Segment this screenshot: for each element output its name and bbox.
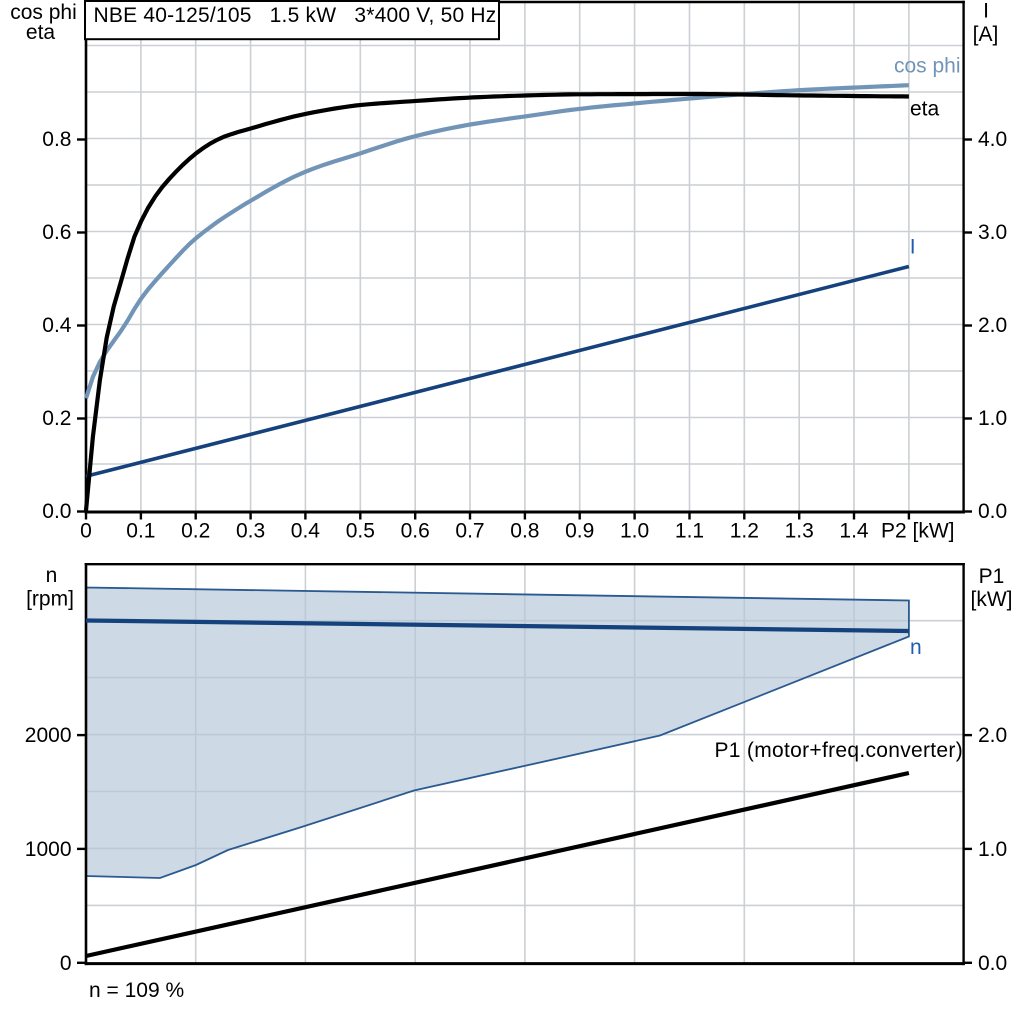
svg-text:4.0: 4.0 bbox=[978, 128, 1007, 151]
svg-text:0.0: 0.0 bbox=[978, 952, 1007, 975]
svg-text:1.2: 1.2 bbox=[730, 520, 759, 543]
svg-text:0.4: 0.4 bbox=[291, 520, 321, 543]
svg-text:1.0: 1.0 bbox=[620, 520, 649, 543]
svg-text:[kW]: [kW] bbox=[971, 588, 1013, 611]
svg-text:P1 (motor+freq.converter): P1 (motor+freq.converter) bbox=[714, 739, 963, 762]
svg-text:[rpm]: [rpm] bbox=[26, 588, 74, 611]
svg-text:I: I bbox=[983, 0, 989, 23]
svg-text:0.6: 0.6 bbox=[42, 221, 71, 244]
svg-text:0.9: 0.9 bbox=[565, 520, 594, 543]
svg-text:3.0: 3.0 bbox=[978, 221, 1007, 244]
svg-text:0: 0 bbox=[80, 520, 92, 543]
svg-text:0.3: 0.3 bbox=[236, 520, 265, 543]
svg-text:0.0: 0.0 bbox=[978, 500, 1007, 523]
svg-text:[A]: [A] bbox=[973, 23, 999, 46]
svg-text:0.0: 0.0 bbox=[42, 500, 71, 523]
svg-text:cos phi: cos phi bbox=[10, 1, 77, 24]
svg-text:P1: P1 bbox=[979, 565, 1005, 588]
svg-text:0.4: 0.4 bbox=[42, 314, 72, 337]
svg-text:0.8: 0.8 bbox=[42, 128, 71, 151]
svg-text:1.0: 1.0 bbox=[978, 407, 1007, 430]
svg-text:0.2: 0.2 bbox=[181, 520, 210, 543]
svg-text:0.7: 0.7 bbox=[455, 520, 484, 543]
svg-text:1.1: 1.1 bbox=[675, 520, 704, 543]
svg-text:0.5: 0.5 bbox=[346, 520, 375, 543]
svg-text:eta: eta bbox=[910, 98, 940, 121]
svg-text:0.6: 0.6 bbox=[401, 520, 430, 543]
svg-text:n: n bbox=[910, 636, 922, 659]
svg-text:0: 0 bbox=[60, 952, 72, 975]
svg-text:eta: eta bbox=[26, 21, 56, 44]
svg-text:NBE 40-125/105 1.5 kW 3*40: NBE 40-125/105 1.5 kW 3*400 V, 50 Hz bbox=[94, 4, 497, 27]
svg-text:P2 [kW]: P2 [kW] bbox=[881, 520, 955, 543]
svg-text:I: I bbox=[910, 236, 916, 259]
svg-text:cos phi: cos phi bbox=[894, 55, 961, 78]
svg-text:n: n bbox=[46, 564, 58, 587]
svg-text:1.4: 1.4 bbox=[839, 520, 869, 543]
svg-text:0.1: 0.1 bbox=[126, 520, 155, 543]
svg-text:1000: 1000 bbox=[25, 838, 72, 861]
svg-text:2000: 2000 bbox=[25, 724, 72, 747]
svg-text:0.8: 0.8 bbox=[510, 520, 539, 543]
svg-text:n = 109 %: n = 109 % bbox=[89, 979, 184, 1002]
svg-text:1.0: 1.0 bbox=[978, 838, 1007, 861]
svg-text:1.3: 1.3 bbox=[785, 520, 814, 543]
svg-text:2.0: 2.0 bbox=[978, 314, 1007, 337]
svg-text:2.0: 2.0 bbox=[978, 724, 1007, 747]
svg-text:0.2: 0.2 bbox=[42, 407, 71, 430]
